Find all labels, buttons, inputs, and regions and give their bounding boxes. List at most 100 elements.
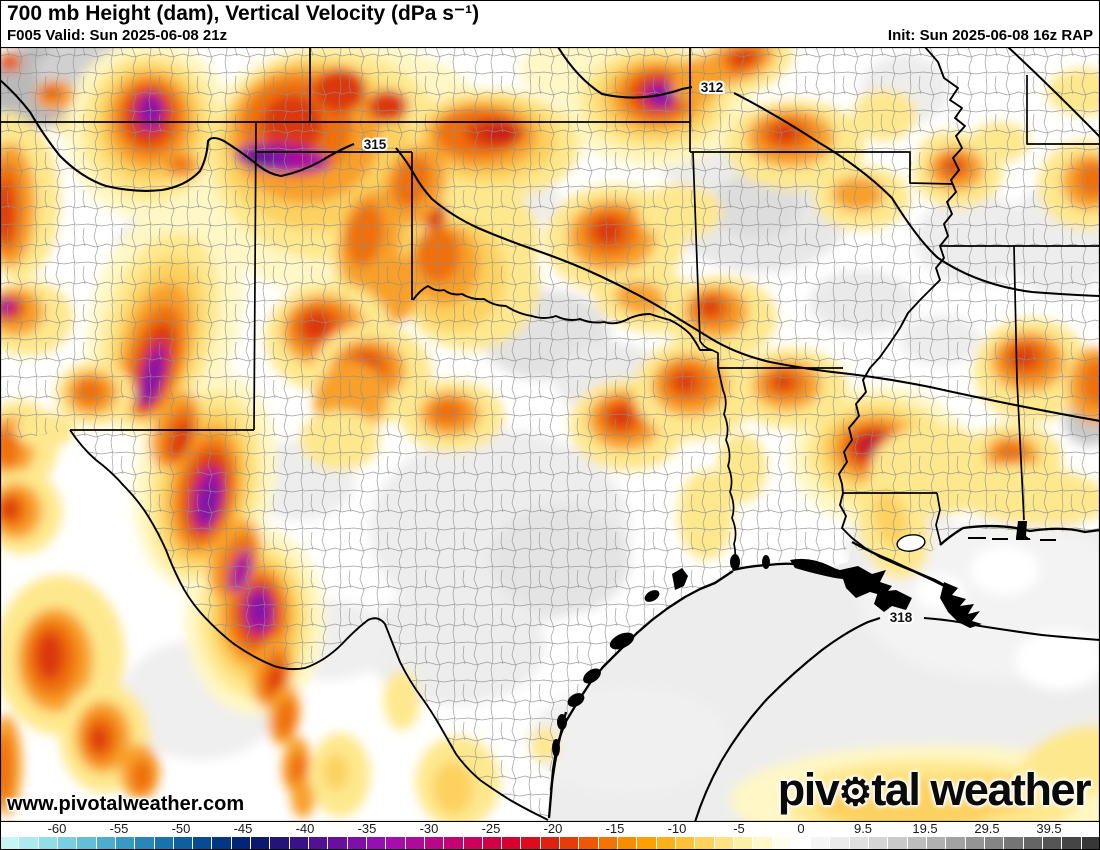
- colorbar-cell: [77, 837, 96, 849]
- colorbar-cell: [309, 837, 328, 849]
- height-contour: [0, 79, 1100, 423]
- colorbar-tick: -10: [667, 821, 687, 836]
- colorbar-tick: -40: [295, 821, 315, 836]
- gear-icon: ⚙: [838, 772, 872, 814]
- colorbar-cell: [1042, 837, 1062, 849]
- height-contour: [557, 47, 1100, 298]
- colorbar-cell: [675, 837, 695, 849]
- coastal-marsh: [1016, 521, 1031, 540]
- colorbar-cell: [965, 837, 984, 849]
- map-area: 312 315 318 www.pivotalweather.com piv⚙tal…: [0, 47, 1100, 822]
- colorbar-cell: [19, 837, 38, 849]
- colorbar-cell: [598, 837, 617, 849]
- colorbar-tick: 19.5: [912, 821, 938, 836]
- coastline: [962, 524, 1100, 534]
- bay: [583, 668, 601, 684]
- colorbar-cell: [289, 837, 308, 849]
- state-border: [935, 492, 942, 546]
- colorbar-cell: [444, 837, 463, 849]
- colorbar-cell: [405, 837, 424, 849]
- colorbar-cell: [0, 837, 19, 849]
- colorbar-cell: [502, 837, 521, 849]
- bay: [567, 693, 585, 707]
- colorbar-cell: [482, 837, 502, 849]
- colorbar-cell: [791, 837, 811, 849]
- colorbar-tick: -50: [171, 821, 191, 836]
- colorbar-cell: [347, 837, 366, 849]
- colorbar-cell: [251, 837, 270, 849]
- colorbar-cell: [772, 837, 791, 849]
- coastal-marsh: [940, 582, 982, 628]
- colorbar-cell: [618, 837, 637, 849]
- logo-text-pre: piv: [777, 764, 840, 815]
- colorbar-cell: [753, 837, 772, 849]
- contour-label: 318: [890, 610, 913, 625]
- colorbar-cell: [1062, 837, 1081, 849]
- bay: [552, 739, 560, 757]
- valid-time-label: F005 Valid: Sun 2025-06-08 21z: [7, 27, 228, 44]
- colorbar-cell: [328, 837, 347, 849]
- colorbar-cell: [733, 837, 753, 849]
- coastal-marsh: [840, 566, 892, 598]
- watermark-url: www.pivotalweather.com: [7, 793, 245, 815]
- bay: [762, 555, 770, 569]
- state-border: [690, 151, 954, 185]
- colorbar-cell: [888, 837, 907, 849]
- colorbar-tick: -30: [419, 821, 439, 836]
- colorbar-cell: [907, 837, 926, 849]
- coastal-marsh: [874, 590, 912, 612]
- colorbar-tick: -55: [109, 821, 129, 836]
- colorbar-cell: [193, 837, 212, 849]
- weather-map-svg: 312 315 318: [0, 47, 1100, 822]
- state-border: [1013, 245, 1025, 521]
- logo-text-post: tal weather: [871, 764, 1091, 815]
- titlebar: 700 mb Height (dam), Vertical Velocity (…: [0, 0, 1100, 47]
- coastal-marsh: [790, 558, 858, 580]
- colorbar-tick: -5: [733, 821, 745, 836]
- coastline: [939, 527, 964, 546]
- colorbar-cell: [270, 837, 289, 849]
- contour-label: 315: [364, 137, 387, 152]
- colorbar-cells: [0, 837, 1100, 849]
- colorbar-cell: [869, 837, 888, 849]
- colorbar-cell: [560, 837, 579, 849]
- colorbar-cell: [463, 837, 482, 849]
- river: [69, 429, 549, 821]
- state-border: [253, 121, 257, 431]
- colorbar-cell: [366, 837, 386, 849]
- colorbar-tick: -35: [357, 821, 377, 836]
- colorbar-cell: [656, 837, 675, 849]
- colorbar-cell: [135, 837, 154, 849]
- bay: [557, 714, 567, 730]
- height-contour: [693, 616, 1100, 822]
- river: [412, 285, 712, 351]
- colorbar-cell: [154, 837, 173, 849]
- colorbar-cell: [38, 837, 57, 849]
- colorbar-cell: [96, 837, 115, 849]
- colorbar-cell: [811, 837, 830, 849]
- colorbar-cell: [830, 837, 849, 849]
- init-time-label: Init: Sun 2025-06-08 16z RAP: [887, 27, 1093, 44]
- colorbar-tick: -15: [605, 821, 625, 836]
- colorbar-cell: [521, 837, 540, 849]
- contour-label: 312: [701, 80, 724, 95]
- colorbar-cell: [115, 837, 135, 849]
- colorbar: -60 -55 -50 -45 -40 -35 -30 -25 -20 -15 -10 -5 0 9.5 1…: [0, 821, 1100, 850]
- colorbar-tick: 29.5: [974, 821, 1000, 836]
- colorbar-cell: [579, 837, 598, 849]
- colorbar-cell: [637, 837, 656, 849]
- colorbar-cell: [1023, 837, 1042, 849]
- colorbar-cell: [57, 837, 77, 849]
- colorbar-cell: [946, 837, 965, 849]
- colorbar-cell: [173, 837, 193, 849]
- colorbar-tick: -60: [47, 821, 67, 836]
- lake: [896, 534, 926, 552]
- colorbar-cell: [695, 837, 714, 849]
- colorbar-tick: -20: [543, 821, 563, 836]
- colorbar-cell: [1081, 837, 1100, 849]
- map-title: 700 mb Height (dam), Vertical Velocity (…: [7, 2, 480, 25]
- river: [838, 47, 966, 494]
- colorbar-cell: [424, 837, 444, 849]
- height-contour: [1007, 47, 1100, 138]
